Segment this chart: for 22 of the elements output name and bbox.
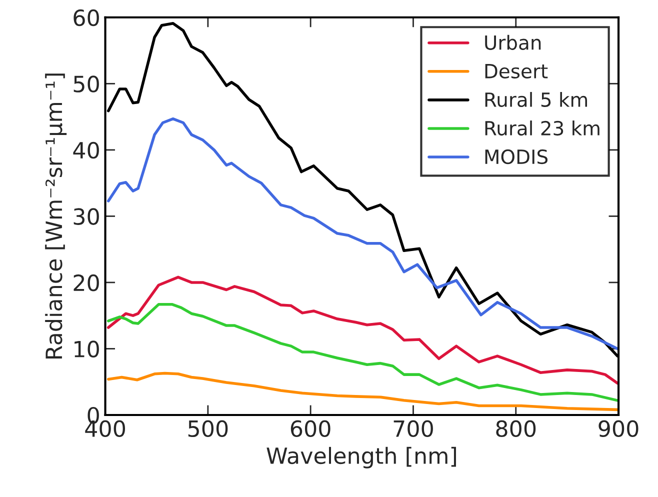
x-tick-label: 900 (598, 420, 638, 438)
line-series (106, 276, 619, 385)
y-tick-label: 60 (74, 9, 99, 26)
line-series (106, 372, 619, 412)
legend-label: Urban (485, 34, 541, 50)
y-tick-label: 50 (74, 76, 99, 92)
x-tick-label: 500 (188, 420, 228, 438)
legend-label: Rural 5 km (485, 92, 588, 108)
line-series (106, 117, 619, 350)
x-tick-label: 800 (496, 420, 536, 438)
line-series (106, 302, 619, 402)
y-tick-label: 10 (74, 340, 99, 358)
y-axis-title: Radiance [Wm⁻²sr⁻¹µm⁻¹] (45, 74, 67, 358)
y-tick-label: 30 (74, 208, 99, 225)
legend-label: MODIS (485, 149, 548, 164)
x-tick-label: 600 (290, 420, 330, 438)
y-tick-label: 40 (73, 142, 99, 159)
legend-label: Rural 23 km (485, 120, 600, 136)
x-axis-title: Wavelength [nm] (266, 446, 456, 468)
y-tick-label: 20 (74, 274, 99, 292)
legend-label: Desert (485, 64, 548, 78)
x-tick-label: 700 (394, 420, 433, 438)
